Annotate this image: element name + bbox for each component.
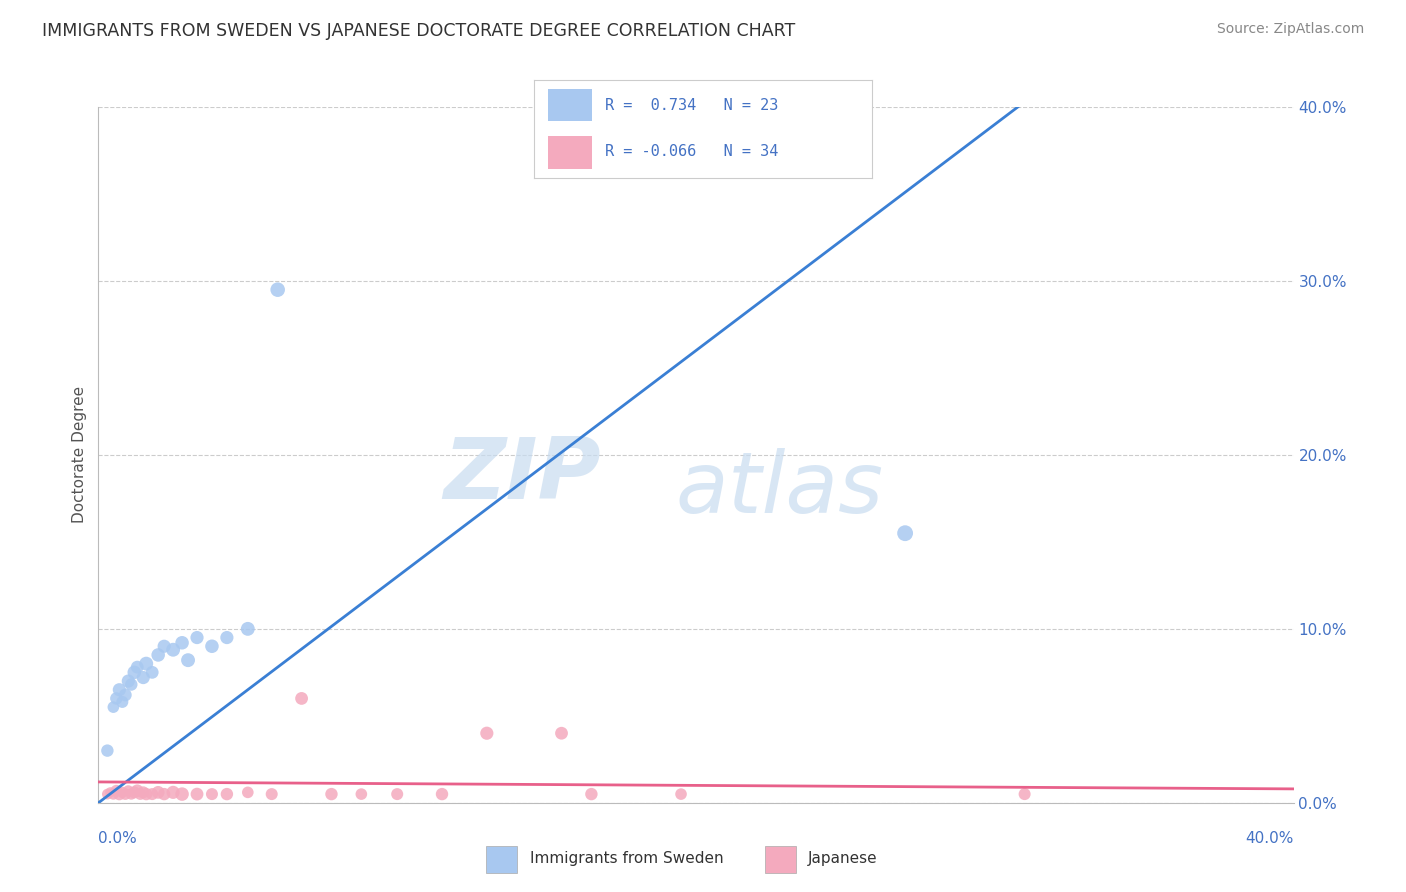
Bar (765, 847, 796, 873)
Text: Japanese: Japanese (808, 851, 877, 866)
Point (894, 526, 917, 541)
Point (350, 787, 373, 801)
Text: R =  0.734   N = 23: R = 0.734 N = 23 (605, 98, 779, 113)
Point (124, 785, 146, 799)
Text: R = -0.066   N = 34: R = -0.066 N = 34 (605, 145, 779, 160)
Point (153, 639, 176, 653)
Y-axis label: Doctorate Degree: Doctorate Degree (72, 386, 87, 524)
Point (105, 783, 128, 797)
Point (108, 787, 131, 801)
Text: Immigrants from Sweden: Immigrants from Sweden (530, 851, 724, 866)
Point (215, 787, 238, 801)
Point (177, 653, 200, 667)
Point (120, 787, 142, 801)
Point (127, 660, 149, 674)
Point (103, 700, 125, 714)
Text: atlas: atlas (676, 448, 883, 532)
Point (141, 665, 163, 680)
Point (111, 695, 134, 709)
Point (385, 787, 409, 801)
Point (117, 674, 139, 689)
Point (172, 787, 194, 801)
Point (267, 283, 290, 297)
Point (291, 691, 314, 706)
Point (215, 631, 238, 645)
Point (117, 783, 139, 797)
Point (108, 682, 131, 697)
Bar (486, 847, 517, 873)
Point (475, 726, 498, 740)
Bar (548, 136, 592, 169)
Text: IMMIGRANTS FROM SWEDEN VS JAPANESE DOCTORATE DEGREE CORRELATION CHART: IMMIGRANTS FROM SWEDEN VS JAPANESE DOCTO… (42, 22, 796, 40)
Point (236, 785, 259, 799)
Point (581, 787, 603, 801)
Bar (548, 89, 592, 121)
Point (153, 787, 176, 801)
Point (124, 665, 146, 680)
Point (127, 783, 149, 797)
Text: Source: ZipAtlas.com: Source: ZipAtlas.com (1216, 22, 1364, 37)
Point (96, 787, 118, 801)
Point (120, 677, 142, 691)
Point (321, 787, 343, 801)
Point (148, 785, 170, 799)
Point (100, 785, 122, 799)
Text: ZIP: ZIP (443, 434, 600, 517)
Point (135, 787, 157, 801)
Point (105, 691, 128, 706)
Point (96, 744, 118, 758)
Point (186, 631, 208, 645)
Point (114, 787, 136, 801)
Point (135, 657, 157, 671)
Text: 40.0%: 40.0% (1246, 831, 1294, 846)
Point (162, 785, 184, 799)
Point (260, 787, 283, 801)
Point (201, 787, 224, 801)
Point (148, 648, 170, 662)
Point (186, 787, 208, 801)
Point (162, 642, 184, 657)
Point (114, 688, 136, 702)
Point (1014, 787, 1036, 801)
Point (103, 787, 125, 801)
Point (172, 636, 194, 650)
Point (141, 787, 163, 801)
Point (111, 785, 134, 799)
Point (132, 785, 155, 799)
Text: 0.0%: 0.0% (98, 831, 138, 846)
Point (132, 671, 155, 685)
Point (430, 787, 453, 801)
Point (550, 726, 572, 740)
Point (201, 639, 224, 653)
Point (236, 622, 259, 636)
Point (669, 787, 692, 801)
Point (129, 787, 152, 801)
